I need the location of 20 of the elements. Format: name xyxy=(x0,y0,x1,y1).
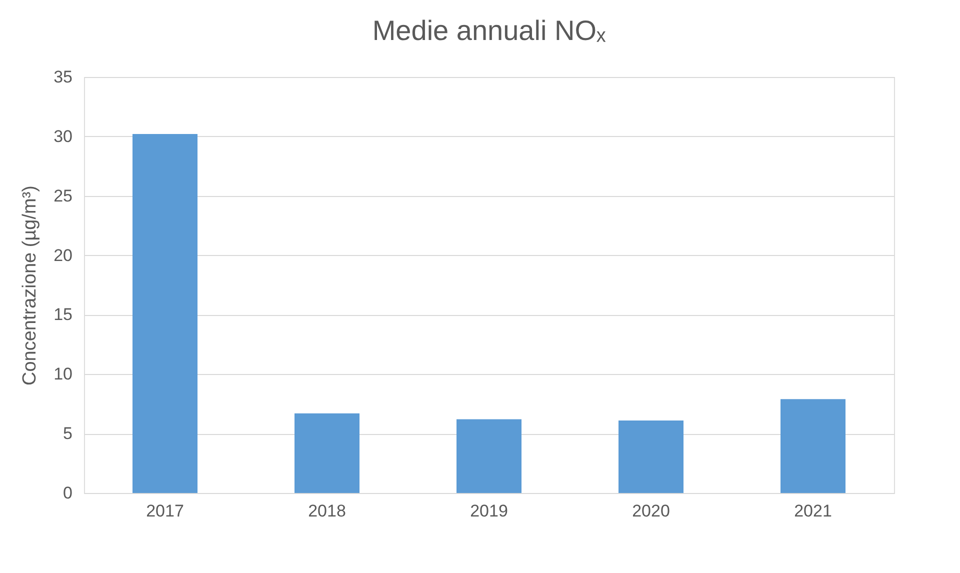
chart-title: Medie annuali NOₓ xyxy=(372,15,606,46)
y-tick-label: 10 xyxy=(54,364,72,384)
y-tick-label: 20 xyxy=(54,246,72,265)
bar xyxy=(618,420,684,493)
x-tick-label: 2020 xyxy=(632,502,670,520)
bar xyxy=(132,134,198,493)
x-tick-label: 2018 xyxy=(308,502,346,520)
y-tick-label: 0 xyxy=(63,484,72,502)
x-tick-label: 2017 xyxy=(146,502,184,520)
bar xyxy=(294,413,360,493)
y-axis-title: Concentrazione (µg/m³) xyxy=(20,186,41,386)
y-tick-label: 5 xyxy=(63,424,72,444)
bar xyxy=(780,399,846,493)
x-tick-label: 2021 xyxy=(794,502,832,520)
bar xyxy=(456,419,522,493)
x-tick-label: 2019 xyxy=(470,502,508,520)
y-tick-label: 30 xyxy=(54,126,72,146)
y-tick-label: 15 xyxy=(54,305,72,324)
y-tick-label: 25 xyxy=(54,186,72,206)
y-tick-label: 35 xyxy=(54,68,72,86)
